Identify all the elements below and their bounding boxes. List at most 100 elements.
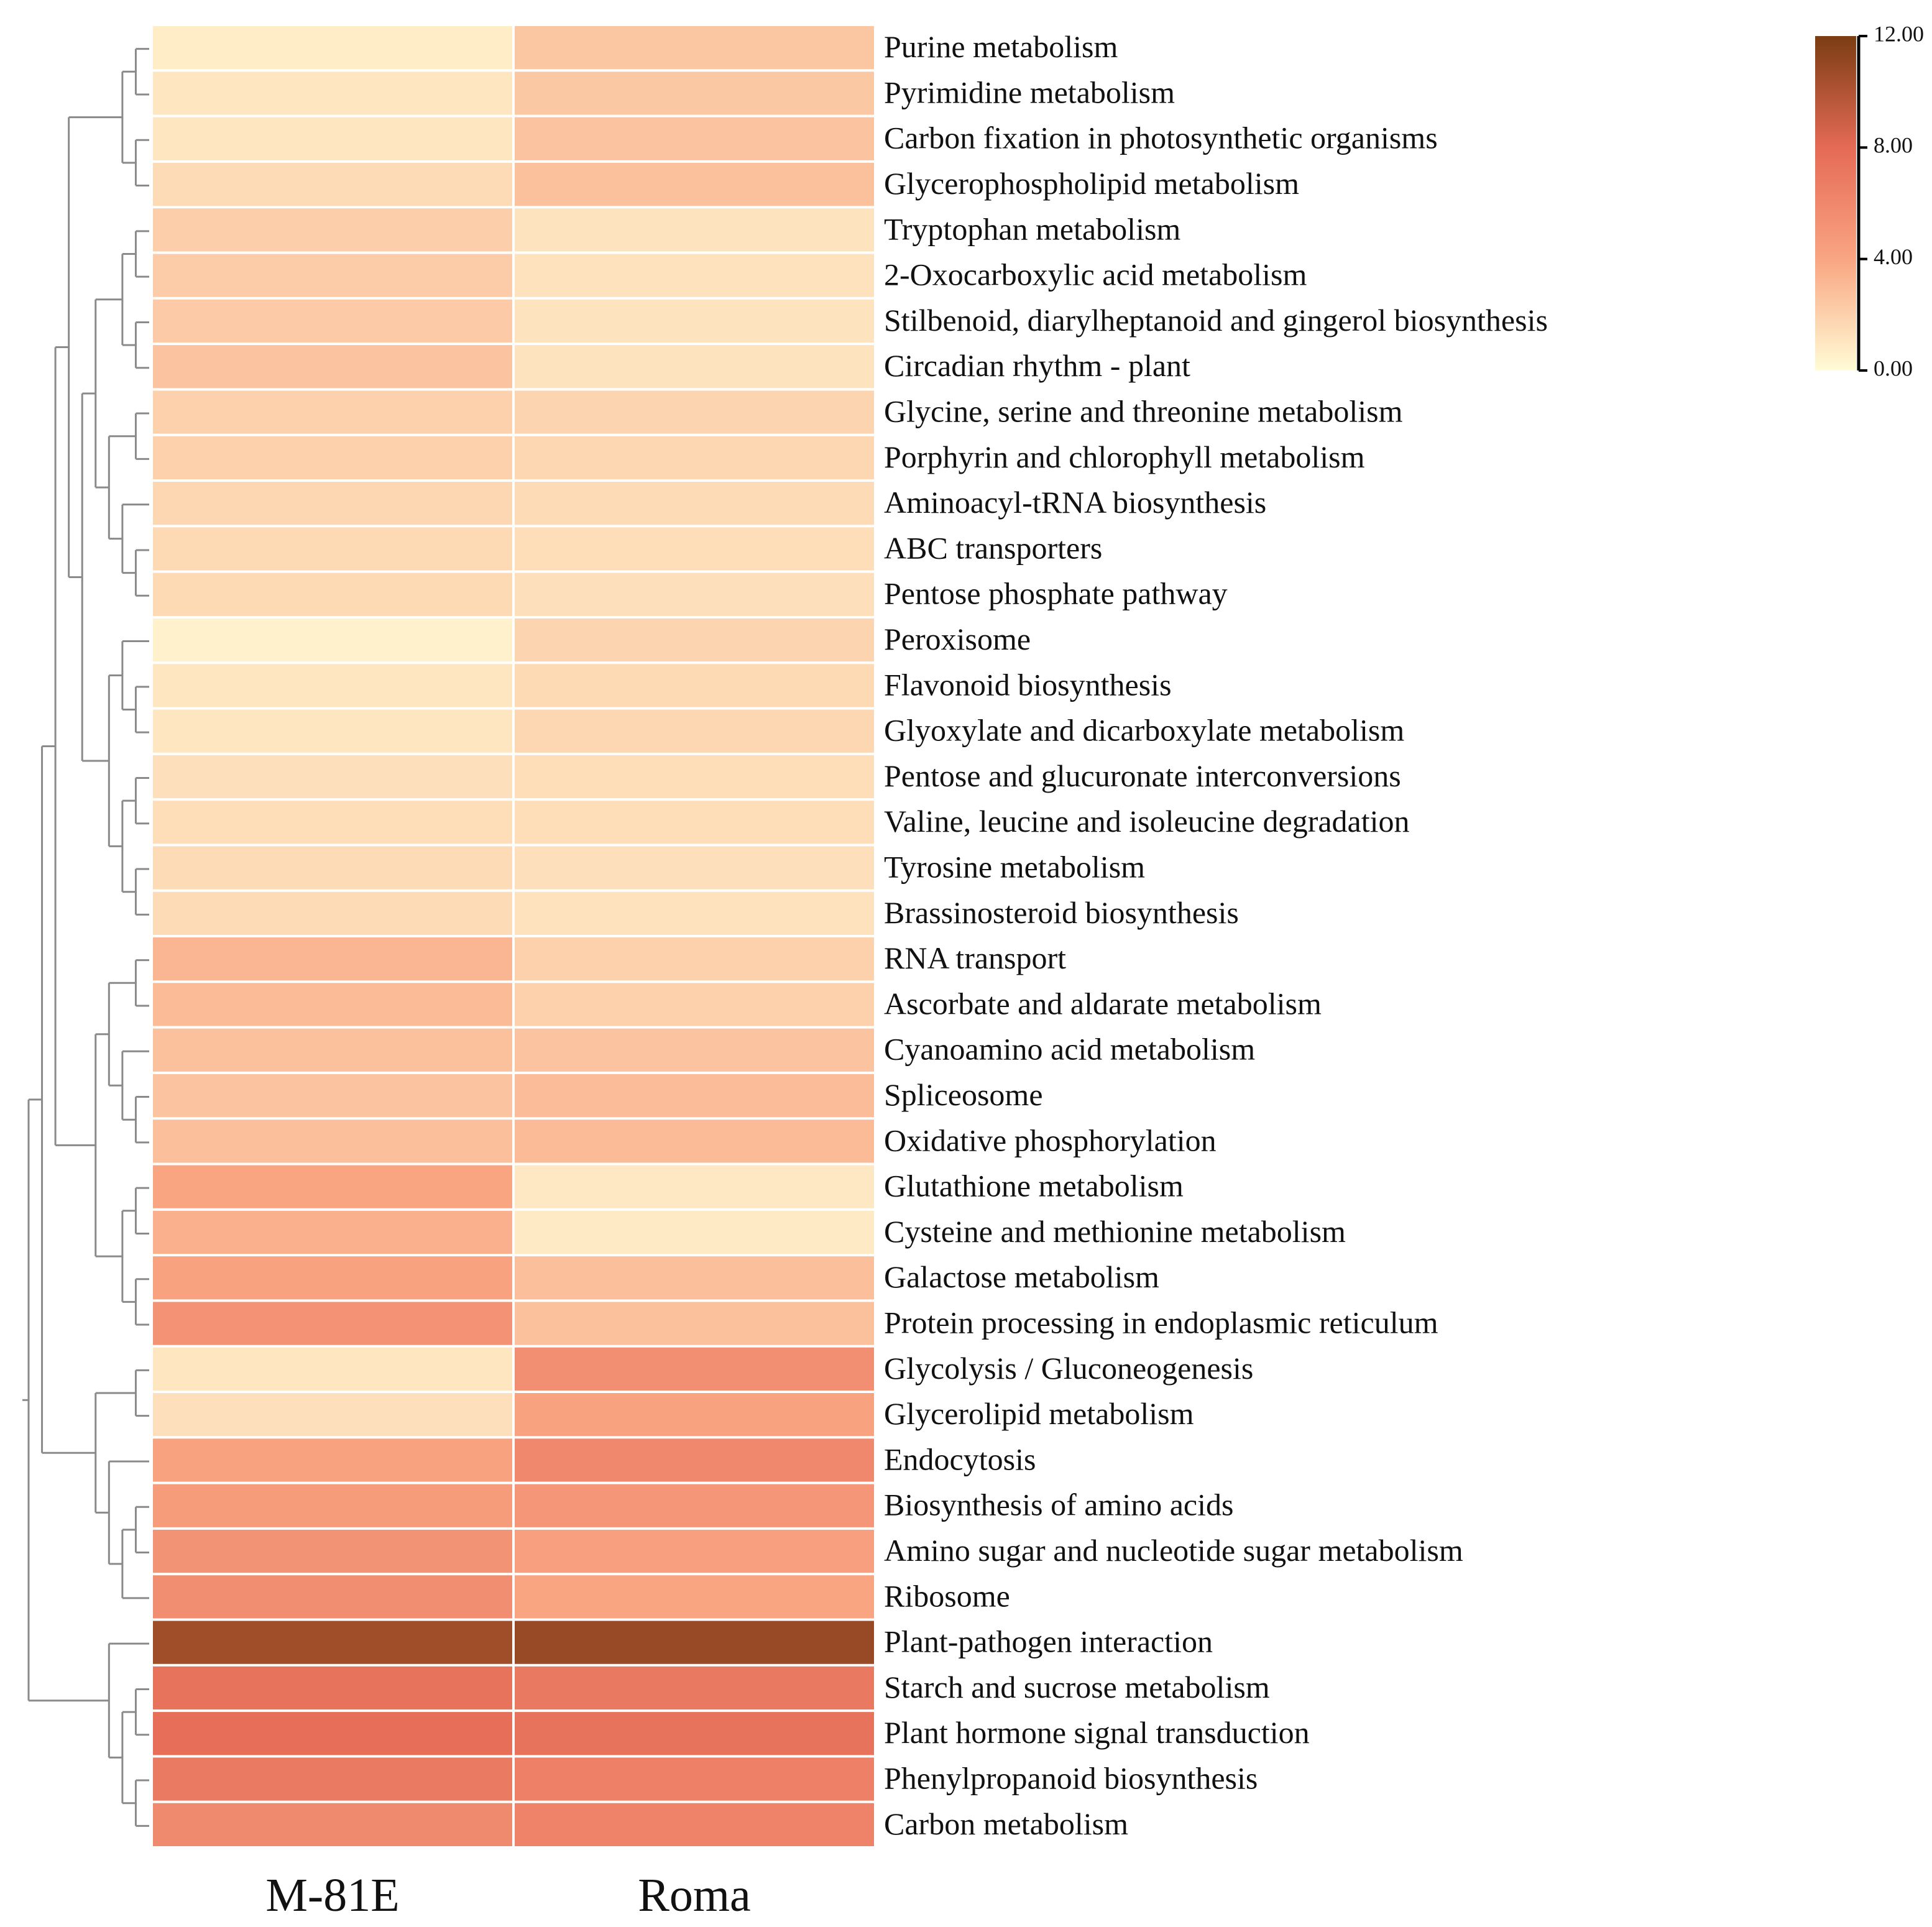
heatmap-cell xyxy=(515,345,874,389)
row-label: Oxidative phosphorylation xyxy=(884,1123,1217,1157)
heatmap-cell xyxy=(153,1120,512,1163)
heatmap-cell xyxy=(153,482,512,525)
heatmap-cell xyxy=(515,1757,874,1801)
heatmap-cell xyxy=(153,117,512,160)
heatmap-cell xyxy=(153,527,512,571)
heatmap-cell xyxy=(153,26,512,70)
heatmap-cell xyxy=(515,891,874,935)
row-label: Tyrosine metabolism xyxy=(884,850,1145,885)
row-label: Aminoacyl-tRNA biosynthesis xyxy=(884,485,1266,520)
column-labels: M-81E Roma xyxy=(265,1869,750,1921)
heatmap-cell xyxy=(515,983,874,1026)
heatmap-cell xyxy=(153,755,512,799)
row-label: Pentose phosphate pathway xyxy=(884,576,1228,611)
row-label: Cyanoamino acid metabolism xyxy=(884,1032,1255,1067)
row-label: Valine, leucine and isoleucine degradati… xyxy=(884,804,1410,839)
heatmap-cell xyxy=(153,1347,512,1391)
row-dendrogram xyxy=(22,48,149,1827)
heatmap-cell xyxy=(153,709,512,753)
heatmap-cell xyxy=(153,1256,512,1300)
heatmap-cell xyxy=(153,345,512,389)
heatmap-cell xyxy=(153,299,512,343)
heatmap-cell xyxy=(515,1575,874,1619)
heatmap-cell xyxy=(515,482,874,525)
column-label: M-81E xyxy=(265,1869,399,1921)
heatmap-cell xyxy=(515,162,874,206)
color-scale-tick-label: 12.00 xyxy=(1874,21,1924,46)
row-label: Brassinosteroid biosynthesis xyxy=(884,895,1239,930)
row-label: Cysteine and methionine metabolism xyxy=(884,1214,1346,1249)
heatmap-cell xyxy=(153,162,512,206)
heatmap-cell xyxy=(153,1757,512,1801)
heatmap-cell xyxy=(153,1302,512,1345)
heatmap-cells xyxy=(153,26,874,1846)
row-label: Pyrimidine metabolism xyxy=(884,75,1175,109)
row-label: Purine metabolism xyxy=(884,29,1118,64)
heatmap-cell xyxy=(515,664,874,707)
heatmap-cell xyxy=(153,1210,512,1254)
heatmap-cell xyxy=(515,436,874,479)
row-label: Glutathione metabolism xyxy=(884,1169,1184,1203)
heatmap-cell xyxy=(515,846,874,890)
heatmap-cell xyxy=(515,208,874,252)
heatmap-cell xyxy=(153,1621,512,1664)
heatmap-cell xyxy=(153,618,512,662)
heatmap-cell xyxy=(153,71,512,115)
heatmap-cell xyxy=(515,1484,874,1527)
row-label: Glycine, serine and threonine metabolism xyxy=(884,394,1403,429)
heatmap-cell xyxy=(153,1529,512,1573)
heatmap-cell xyxy=(153,801,512,844)
row-label: Tryptophan metabolism xyxy=(884,211,1180,246)
heatmap-cell xyxy=(515,254,874,297)
color-scale-tick-label: 0.00 xyxy=(1874,356,1913,380)
row-label: Carbon fixation in photosynthetic organi… xyxy=(884,121,1438,155)
heatmap-cell xyxy=(153,937,512,981)
heatmap-cell xyxy=(515,299,874,343)
row-label: Glycolysis / Gluconeogenesis xyxy=(884,1351,1253,1386)
row-label: Spliceosome xyxy=(884,1077,1043,1112)
heatmap-cell xyxy=(153,573,512,616)
row-label: Plant hormone signal transduction xyxy=(884,1715,1310,1750)
heatmap-cell xyxy=(515,1074,874,1118)
row-label: Carbon metabolism xyxy=(884,1806,1128,1841)
row-label: Peroxisome xyxy=(884,622,1031,656)
heatmap-cell xyxy=(153,1165,512,1208)
heatmap-cell xyxy=(515,1347,874,1391)
heatmap-cell xyxy=(515,1393,874,1437)
heatmap-cell xyxy=(153,1484,512,1527)
heatmap-cell xyxy=(153,390,512,434)
heatmap-cell xyxy=(153,1438,512,1482)
row-label: Endocytosis xyxy=(884,1442,1036,1476)
heatmap-cell xyxy=(153,1666,512,1710)
heatmap-cell xyxy=(515,1302,874,1345)
heatmap-cell xyxy=(515,26,874,70)
heatmap-cell xyxy=(515,1165,874,1208)
row-label: Phenylpropanoid biosynthesis xyxy=(884,1761,1258,1796)
color-scale-tick-label: 4.00 xyxy=(1874,244,1913,269)
row-label: Circadian rhythm - plant xyxy=(884,348,1190,383)
row-label: Pentose and glucuronate interconversions xyxy=(884,758,1401,793)
heatmap-cell xyxy=(515,1210,874,1254)
heatmap-cell xyxy=(515,1028,874,1072)
heatmap-cell xyxy=(153,1712,512,1755)
row-label: Glyoxylate and dicarboxylate metabolism xyxy=(884,713,1404,748)
heatmap-cell xyxy=(153,891,512,935)
heatmap-cell xyxy=(515,709,874,753)
row-label: RNA transport xyxy=(884,941,1066,975)
heatmap-cell xyxy=(515,1438,874,1482)
heatmap-cell xyxy=(515,1666,874,1710)
row-label: Protein processing in endoplasmic reticu… xyxy=(884,1305,1438,1340)
row-label: Amino sugar and nucleotide sugar metabol… xyxy=(884,1533,1463,1568)
row-label: Flavonoid biosynthesis xyxy=(884,667,1172,702)
row-label: Galactose metabolism xyxy=(884,1259,1159,1294)
heatmap-cell xyxy=(153,1028,512,1072)
row-label: Porphyrin and chlorophyll metabolism xyxy=(884,439,1365,474)
heatmap-cell xyxy=(515,1529,874,1573)
heatmap-cell xyxy=(515,801,874,844)
row-label: Biosynthesis of amino acids xyxy=(884,1488,1233,1522)
column-label: Roma xyxy=(638,1869,751,1921)
heatmap-cell xyxy=(515,1256,874,1300)
row-label: Plant-pathogen interaction xyxy=(884,1624,1213,1659)
heatmap-cell xyxy=(515,1621,874,1664)
